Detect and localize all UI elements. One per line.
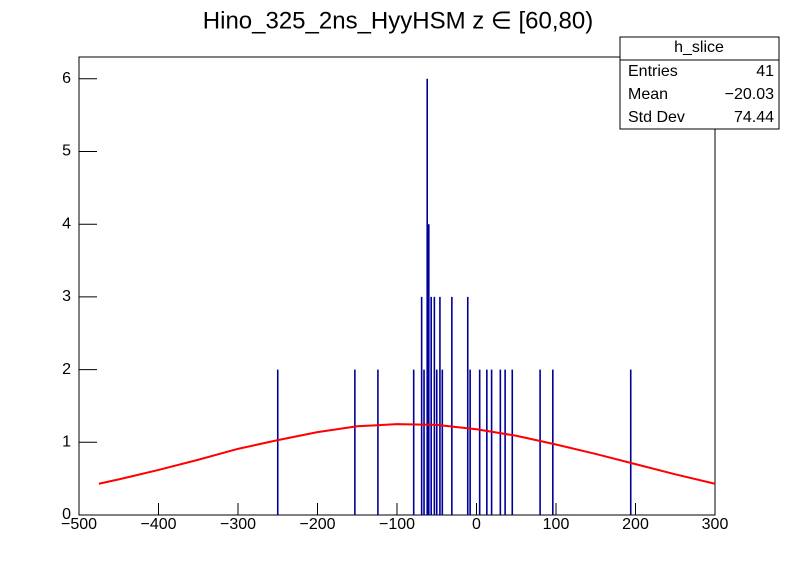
- stats-label: Entries: [628, 63, 678, 80]
- y-tick-label: 6: [62, 70, 71, 87]
- x-tick-label: 300: [702, 516, 729, 533]
- x-tick-label: −500: [61, 516, 97, 533]
- x-tick-label: −400: [140, 516, 176, 533]
- y-tick-label: 4: [62, 215, 71, 232]
- x-tick-label: 200: [622, 516, 649, 533]
- stats-value: −20.03: [725, 86, 774, 103]
- stats-frame: [619, 36, 780, 130]
- y-tick-label: 5: [62, 143, 71, 160]
- chart-title: Hino_325_2ns_HyyHSM z ∈ [60,80): [203, 7, 593, 34]
- stats-title: h_slice: [674, 39, 724, 56]
- stats-box: h_slice Entries 41 Mean −20.03 Std Dev 7…: [619, 36, 780, 130]
- x-tick-label: −300: [220, 516, 256, 533]
- stats-value: 74.44: [734, 109, 774, 126]
- x-tick-label: −200: [299, 516, 335, 533]
- x-tick-label: 100: [543, 516, 570, 533]
- y-tick-label: 0: [62, 506, 71, 523]
- x-tick-label: 0: [472, 516, 481, 533]
- stats-label: Mean: [628, 86, 668, 103]
- stats-label: Std Dev: [628, 109, 685, 126]
- x-tick-label: −100: [379, 516, 415, 533]
- y-tick-label: 2: [62, 361, 71, 378]
- y-tick-label: 1: [62, 434, 71, 451]
- fit-curve: [98, 423, 716, 485]
- stats-value: 41: [756, 63, 774, 80]
- y-tick-label: 3: [62, 288, 71, 305]
